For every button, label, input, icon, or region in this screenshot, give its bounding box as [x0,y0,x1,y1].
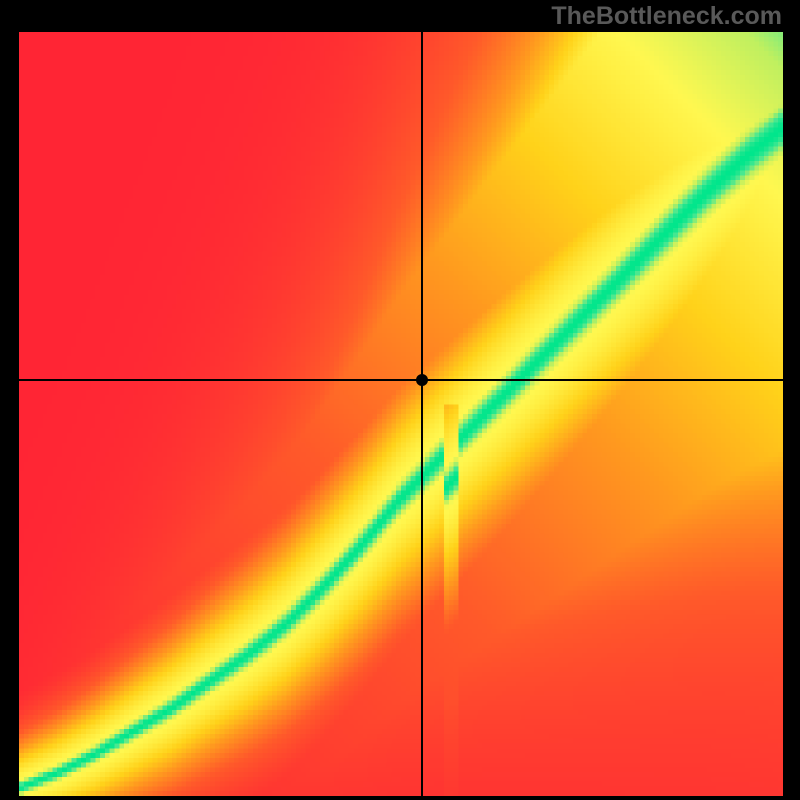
heatmap-plot [19,32,783,796]
heatmap-canvas [19,32,783,796]
watermark-text: TheBottleneck.com [551,2,782,31]
chart-frame: TheBottleneck.com [0,0,800,800]
